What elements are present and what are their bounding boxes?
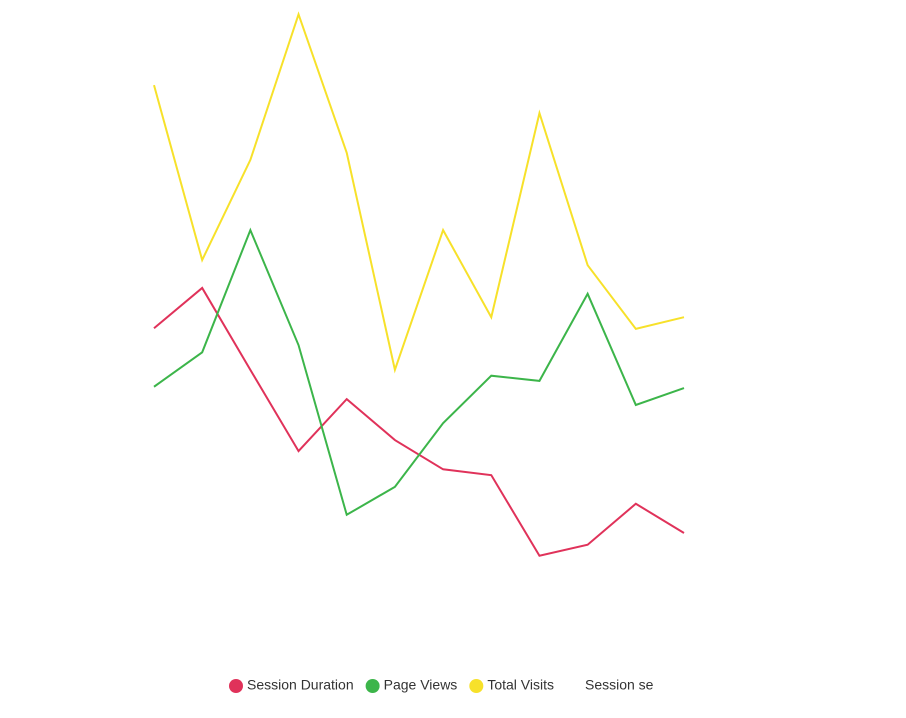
legend-marker xyxy=(229,679,243,693)
legend-label: Total Visits xyxy=(487,677,554,693)
series-line xyxy=(153,227,685,517)
legend-label: Session Duration xyxy=(247,677,354,693)
series-line xyxy=(153,11,685,374)
legend-label: Session se xyxy=(585,677,654,693)
legend-marker xyxy=(365,679,380,693)
legend-marker xyxy=(469,679,484,693)
legend-label: Page Views xyxy=(384,677,458,693)
series-line xyxy=(153,286,685,557)
